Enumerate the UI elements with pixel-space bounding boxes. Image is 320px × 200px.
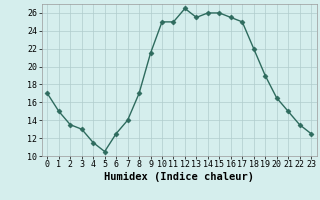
X-axis label: Humidex (Indice chaleur): Humidex (Indice chaleur) — [104, 172, 254, 182]
